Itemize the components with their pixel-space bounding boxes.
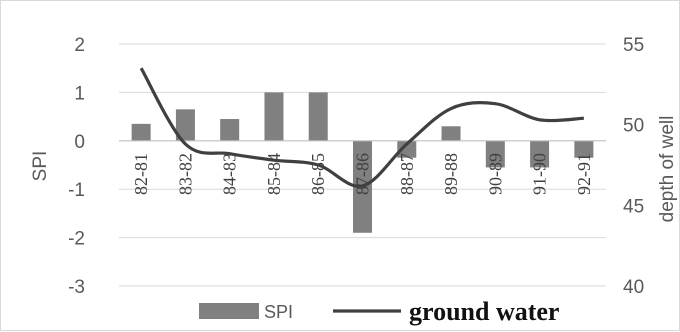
y-tick-label: -1 — [68, 180, 85, 201]
y-tick-label: 2 — [74, 35, 85, 56]
y2-tick-label: 40 — [623, 277, 644, 298]
bar — [485, 140, 505, 168]
bar — [131, 123, 151, 141]
y-tick-label: 0 — [74, 132, 85, 153]
y-axis-right: 55 50 45 40 — [623, 35, 644, 298]
line-layer — [139, 67, 584, 188]
x-tick-label: 84-83 — [220, 153, 240, 195]
legend-label-spi: SPI — [264, 302, 293, 322]
bar — [530, 140, 550, 168]
y-tick-label: 1 — [74, 83, 85, 104]
legend-swatch-spi — [199, 303, 259, 319]
y2-tick-label: 55 — [623, 35, 644, 56]
x-tick-label: 85-84 — [264, 153, 284, 195]
y2-tick-label: 50 — [623, 116, 644, 137]
y-tick-label: -3 — [68, 277, 85, 298]
y-axis-left: 2 1 0 -1 -2 -3 — [68, 35, 85, 298]
x-tick-label: 88-87 — [397, 153, 417, 195]
x-axis-categories: 82-81 83-82 84-83 85-84 86-85 87-86 88-87 89-88… — [131, 153, 594, 195]
bar — [264, 92, 284, 141]
x-tick-label: 91-90 — [530, 153, 550, 195]
x-tick-label: 87-86 — [353, 153, 373, 195]
y2-tick-label: 45 — [623, 196, 644, 217]
x-tick-label: 82-81 — [131, 153, 151, 195]
x-tick-label: 92-91 — [574, 153, 594, 195]
bar — [574, 140, 594, 158]
y-axis-title: SPI — [30, 151, 51, 182]
y2-axis-title: depth of well — [657, 116, 678, 223]
y-tick-label: -2 — [68, 229, 85, 250]
line-series-ground-water — [139, 67, 584, 188]
bar — [220, 119, 240, 141]
x-tick-label: 89-88 — [441, 153, 461, 195]
x-tick-label: 83-82 — [175, 153, 195, 195]
bar — [441, 126, 461, 141]
bar — [308, 92, 328, 141]
bar — [175, 109, 195, 141]
bar — [397, 140, 417, 158]
legend: SPI ground water — [199, 297, 559, 326]
legend-label-ground-water: ground water — [409, 297, 559, 326]
x-tick-label: 86-85 — [308, 153, 328, 195]
x-tick-label: 90-89 — [485, 153, 505, 195]
